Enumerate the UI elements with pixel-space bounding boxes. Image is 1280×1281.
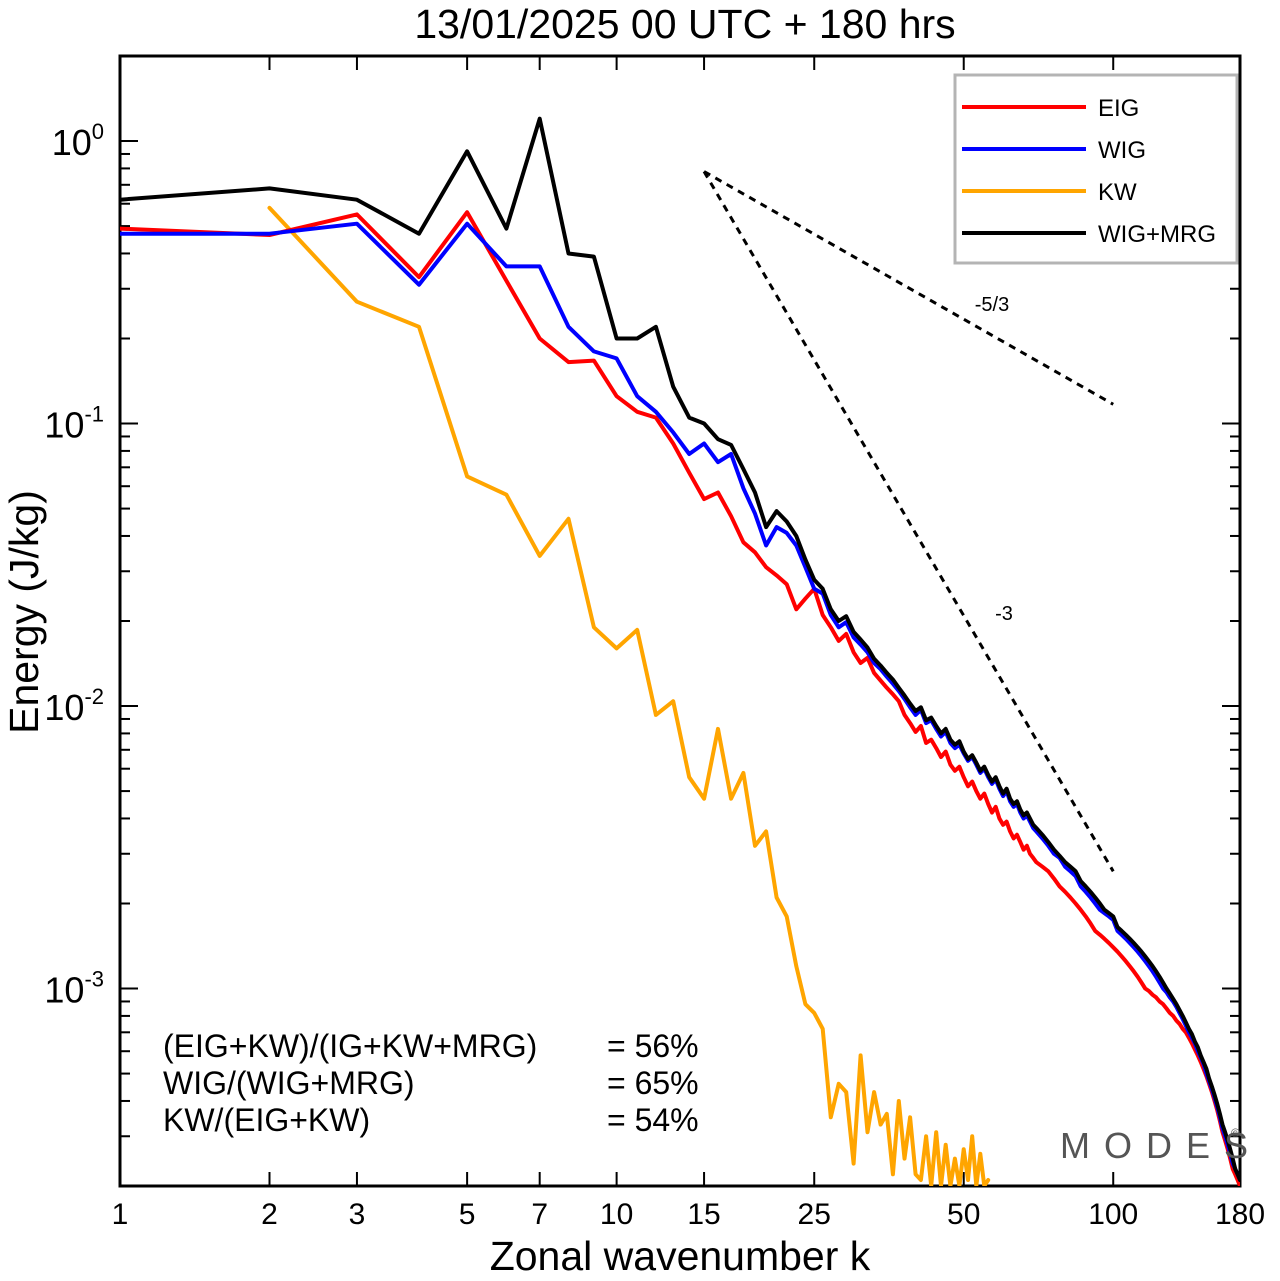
annotation-label: WIG/(WIG+MRG) xyxy=(163,1065,415,1101)
y-tick-label: 10-1 xyxy=(44,402,104,446)
x-tick-label: 3 xyxy=(349,1198,366,1231)
x-tick-labels: 1 2 3 5 7 10 15 25 50 100 180 xyxy=(112,1198,1265,1231)
annotation-value: = 65% xyxy=(607,1065,699,1101)
legend-label: KW xyxy=(1098,179,1137,206)
x-tick-label: 5 xyxy=(459,1198,476,1231)
reference-slope-labels: -5/3 -3 xyxy=(975,294,1013,625)
legend: EIG WIG KW WIG+MRG xyxy=(953,73,1239,265)
x-tick-label: 7 xyxy=(531,1198,548,1231)
series-line xyxy=(267,205,991,1186)
x-tick-label: 15 xyxy=(687,1198,720,1231)
series-line xyxy=(120,210,1240,1186)
x-tick-label: 180 xyxy=(1215,1198,1265,1231)
watermark-text: MODES xyxy=(1060,1125,1262,1166)
annotation-label: KW/(EIG+KW) xyxy=(163,1102,370,1138)
y-tick-label: 10-3 xyxy=(44,967,104,1011)
y-tick-exponent: -2 xyxy=(84,684,104,709)
reference-line xyxy=(702,170,1115,873)
x-tick-label: 100 xyxy=(1088,1198,1138,1231)
y-tick-base: 10 xyxy=(44,405,84,446)
x-axis-label: Zonal wavenumber k xyxy=(490,1233,871,1279)
x-tick-label: 1 xyxy=(112,1198,129,1231)
annotation-value: = 54% xyxy=(607,1102,699,1138)
y-tick-exponent: -3 xyxy=(84,967,104,992)
x-tick-label: 2 xyxy=(261,1198,278,1231)
annotation-label: (EIG+KW)/(IG+KW+MRG) xyxy=(163,1028,537,1064)
y-tick-label: 10-2 xyxy=(44,684,104,728)
y-tick-base: 10 xyxy=(44,687,84,728)
x-tick-label: 50 xyxy=(947,1198,980,1231)
series-line xyxy=(120,116,1240,1182)
modes-watermark: MODES © xyxy=(1060,1125,1262,1166)
y-tick-label: 100 xyxy=(52,119,104,163)
y-axis-label: Energy (J/kg) xyxy=(1,490,47,734)
y-tick-base: 10 xyxy=(44,970,84,1011)
annotation-value: = 56% xyxy=(607,1028,699,1064)
legend-label: WIG xyxy=(1098,137,1146,164)
y-tick-exponent: -1 xyxy=(84,402,104,427)
chart-title: 13/01/2025 00 UTC + 180 hrs xyxy=(414,1,955,47)
copyright-icon: © xyxy=(1231,1126,1240,1140)
x-tick-label: 10 xyxy=(600,1198,633,1231)
x-tick-label: 25 xyxy=(798,1198,831,1231)
data-series xyxy=(120,116,1240,1186)
y-tick-exponent: 0 xyxy=(92,119,104,144)
legend-entries: EIG WIG KW WIG+MRG xyxy=(962,95,1216,248)
reference-line-label: -5/3 xyxy=(975,294,1009,316)
reference-line-label: -3 xyxy=(995,603,1013,625)
y-tick-base: 10 xyxy=(52,122,92,163)
reference-slope-lines xyxy=(702,170,1115,873)
legend-label: WIG+MRG xyxy=(1098,221,1216,248)
reference-line xyxy=(703,170,1114,406)
legend-label: EIG xyxy=(1098,95,1139,122)
ratio-annotations: (EIG+KW)/(IG+KW+MRG) = 56% WIG/(WIG+MRG) = … xyxy=(163,1028,699,1138)
